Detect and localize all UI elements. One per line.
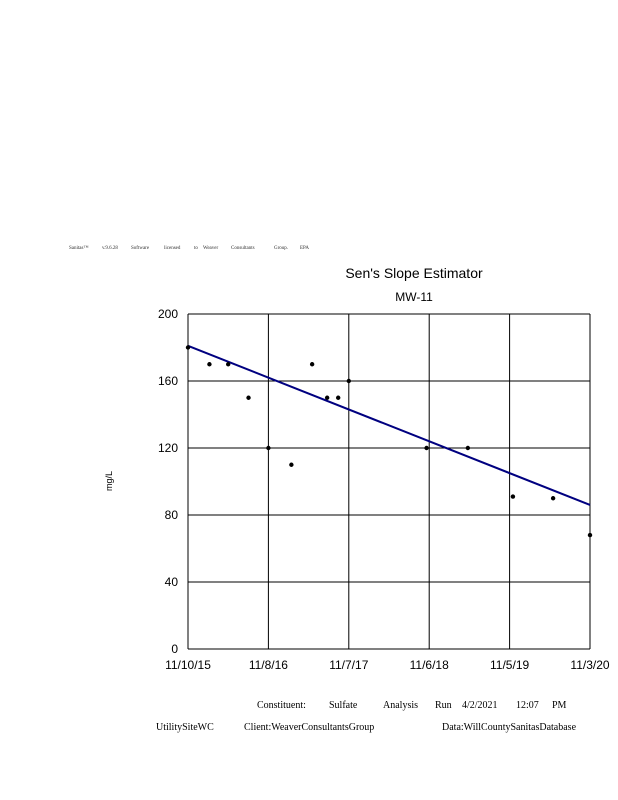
- data-point: [550, 496, 556, 501]
- trend-line-group: [187, 344, 591, 506]
- x-tick-label: 11/3/20: [570, 658, 609, 672]
- data-point: [424, 445, 429, 451]
- licensee-third-word: Group.: [274, 246, 288, 251]
- y-tick-label: 0: [171, 642, 178, 656]
- x-tick-label: 11/7/17: [329, 658, 368, 672]
- y-axis-label: mg/L: [104, 471, 114, 491]
- to-word: to: [194, 246, 198, 251]
- y-tick-label: 200: [158, 307, 178, 321]
- analysis-label: Analysis: [383, 700, 418, 711]
- tick-labels: 0 40 80 120 160 200 11/10/15 11/8/16 11/7/17 11/6…: [158, 307, 610, 672]
- data-points: [185, 345, 593, 538]
- software-license-line: Sanitas™ v.9.6.28 Software licensed to W…: [69, 245, 309, 251]
- grid-lines: [187, 313, 591, 650]
- y-tick-label: 120: [158, 441, 178, 455]
- software-name: Sanitas™: [69, 245, 88, 251]
- constituent-label: Constituent:: [257, 700, 306, 711]
- data-point: [465, 445, 471, 451]
- data-point: [587, 532, 593, 538]
- licensee-first-word: Weaver: [203, 246, 218, 251]
- constituent-value: Sulfate: [329, 700, 358, 711]
- epa-word: EPA: [300, 246, 309, 251]
- run-ampm: PM: [552, 700, 567, 711]
- chart-subtitle: MW-11: [395, 290, 433, 304]
- x-tick-label: 11/10/15: [165, 658, 211, 672]
- run-date: 4/2/2021: [462, 700, 498, 711]
- data-point: [346, 378, 351, 384]
- data-point: [246, 395, 251, 400]
- x-tick-label: 11/6/18: [410, 658, 449, 672]
- x-tick-label: 11/8/16: [249, 658, 288, 672]
- data-point: [266, 445, 271, 451]
- client-name: Client:WeaverConsultantsGroup: [244, 722, 374, 733]
- data-point: [289, 462, 294, 467]
- data-source: Data:WillCountySanitasDatabase: [442, 722, 577, 733]
- run-time: 12:07: [516, 700, 539, 711]
- y-tick-label: 80: [165, 508, 179, 522]
- data-point: [324, 395, 330, 400]
- data-point: [185, 345, 191, 350]
- footer: Constituent: Sulfate Analysis Run 4/2/20…: [156, 700, 577, 733]
- y-tick-label: 160: [158, 374, 178, 388]
- sens-slope-trend-line: [187, 344, 591, 506]
- x-tick-label: 11/5/19: [490, 658, 529, 672]
- software-word: Software: [131, 246, 150, 251]
- software-version: v.9.6.28: [102, 246, 118, 251]
- data-point: [226, 362, 231, 367]
- data-point: [335, 395, 341, 400]
- licensee-second-word: Consultants: [231, 246, 255, 251]
- data-point: [207, 362, 212, 367]
- data-point: [309, 362, 315, 367]
- chart-title: Sen's Slope Estimator: [345, 265, 483, 281]
- site-name: UtilitySiteWC: [156, 722, 214, 733]
- licensed-word: licensed: [164, 246, 181, 251]
- run-label: Run: [435, 700, 452, 711]
- data-point: [510, 494, 516, 499]
- y-tick-label: 40: [165, 575, 179, 589]
